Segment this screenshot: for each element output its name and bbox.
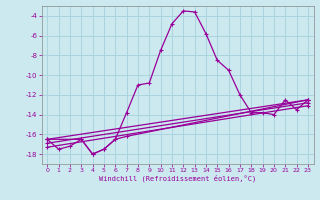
X-axis label: Windchill (Refroidissement éolien,°C): Windchill (Refroidissement éolien,°C): [99, 175, 256, 182]
